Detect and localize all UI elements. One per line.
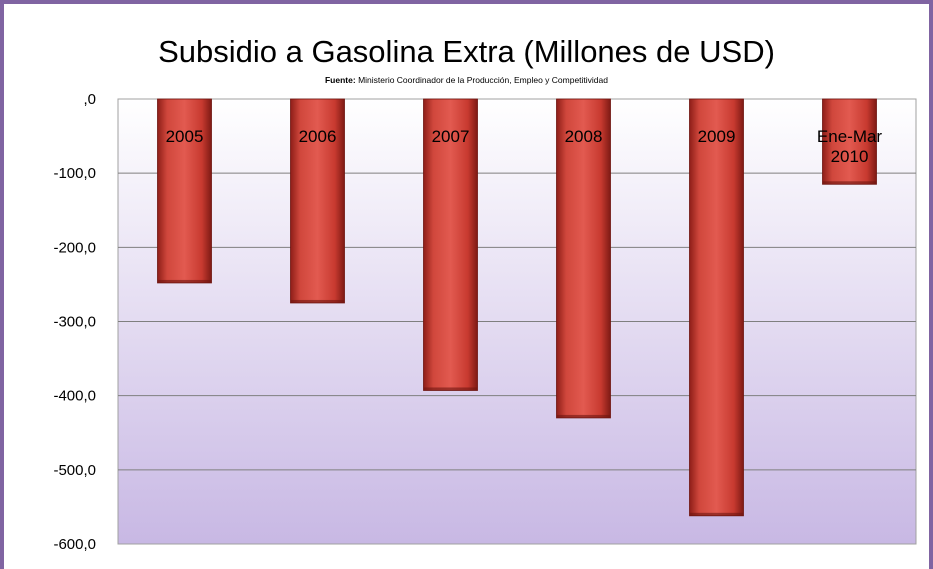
bar-0: [157, 98, 212, 284]
bars: [157, 98, 877, 517]
bar-end-0: [157, 279, 212, 283]
bar-end-5: [822, 181, 877, 185]
category-label-1: 2006: [299, 127, 337, 146]
category-label-2: 2007: [432, 127, 470, 146]
bar-4: [689, 98, 744, 517]
chart-title: Subsidio a Gasolina Extra (Millones de U…: [158, 34, 775, 69]
bar-end-2: [423, 387, 478, 391]
y-tick-label: -300,0: [53, 314, 96, 331]
bar-end-1: [290, 299, 345, 303]
bar-1: [290, 98, 345, 304]
category-labels: 2005 2006 2007 2008 2009 Ene-Mar 2010: [166, 127, 883, 166]
source-text: Ministerio Coordinador de la Producción,…: [358, 75, 608, 85]
bar-3: [556, 98, 611, 419]
bar-end-4: [689, 512, 744, 516]
bar-end-3: [556, 414, 611, 418]
y-tick-label: -500,0: [53, 462, 96, 479]
gridlines: [118, 172, 916, 471]
y-tick-label: ,0: [83, 91, 96, 108]
y-tick-label: -600,0: [53, 536, 96, 553]
category-label-4: 2009: [698, 127, 736, 146]
y-tick-label: -200,0: [53, 239, 96, 256]
y-axis: ,0 -100,0 -200,0 -300,0 -400,0 -500,0 -600,0: [53, 91, 96, 553]
source-label: Fuente:: [324, 75, 356, 85]
category-label-0: 2005: [166, 127, 204, 146]
bar-5: [822, 98, 877, 185]
category-label-5: Ene-Mar 2010: [817, 127, 883, 166]
chart-source: Fuente: Ministerio Coordinador de la Pro…: [4, 75, 929, 85]
y-tick-label: -400,0: [53, 388, 96, 405]
category-label-3: 2008: [565, 127, 603, 146]
y-tick-label: -100,0: [53, 165, 96, 182]
